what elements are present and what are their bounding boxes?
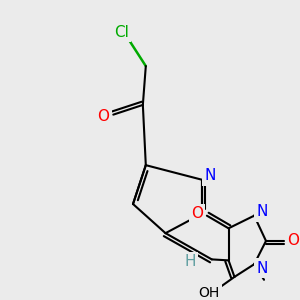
Text: N: N	[204, 168, 215, 183]
Text: H: H	[184, 254, 196, 269]
Text: O: O	[191, 206, 203, 221]
Text: O: O	[98, 109, 110, 124]
Text: Cl: Cl	[114, 25, 129, 40]
Text: O: O	[288, 233, 300, 248]
Text: N: N	[256, 204, 268, 219]
Text: N: N	[256, 261, 268, 276]
Text: OH: OH	[198, 286, 220, 300]
